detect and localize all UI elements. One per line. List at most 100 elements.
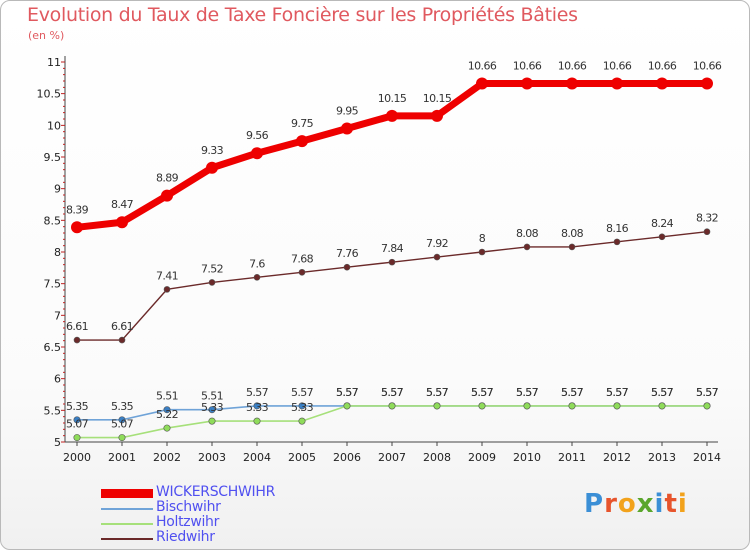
data-point-holtzwihr [73,434,81,442]
data-label-holtzwihr: 5.57 [471,386,494,399]
data-point-holtzwihr [343,402,351,410]
logo-letter: P [584,489,605,519]
data-point-riedwihr [478,248,486,256]
data-label-wickerschwihr: 9.95 [336,105,359,118]
x-tick-label: 2011 [558,451,586,464]
data-point-riedwihr [433,253,441,261]
data-point-riedwihr [253,274,261,281]
data-label-holtzwihr: 5.57 [561,386,584,399]
data-point-holtzwihr [658,402,666,410]
data-label-holtzwihr: 5.57 [651,386,674,399]
x-tick-label: 2008 [423,451,451,464]
y-tick-label: 9 [54,183,61,196]
data-label-wickerschwihr: 10.66 [513,60,542,73]
data-point-wickerschwihr [431,109,443,122]
data-label-riedwihr: 8 [479,232,486,245]
data-point-bischwihr [163,406,171,414]
data-point-wickerschwihr [341,122,353,135]
logo-letter: o [617,489,637,519]
data-point-holtzwihr [478,402,486,410]
data-point-bischwihr [253,402,261,410]
data-point-holtzwihr [388,402,396,410]
data-label-riedwihr: 8.24 [651,217,674,230]
data-label-wickerschwihr: 10.66 [558,60,587,73]
data-label-holtzwihr: 5.33 [291,401,314,414]
x-tick-label: 2002 [153,451,181,464]
data-point-holtzwihr [613,402,621,410]
data-point-holtzwihr [703,402,711,410]
data-point-holtzwihr [568,402,576,410]
data-label-riedwihr: 7.6 [249,257,265,270]
legend-swatch [101,508,153,510]
data-label-wickerschwihr: 10.66 [648,60,677,73]
logo-letter: i [677,489,688,519]
proxiti-logo: Proxiti [584,489,688,519]
data-label-wickerschwihr: 8.47 [111,198,134,211]
data-point-wickerschwihr [251,147,263,160]
data-label-riedwihr: 7.76 [336,247,359,260]
data-point-riedwihr [613,238,621,246]
data-label-riedwihr: 6.61 [111,320,133,333]
data-label-riedwihr: 8.08 [516,227,539,240]
y-tick-label: 8 [54,246,61,259]
data-label-holtzwihr: 5.22 [156,408,178,421]
data-point-bischwihr [298,402,306,410]
x-tick-label: 2007 [378,451,406,464]
y-tick-label: 5.5 [44,404,62,417]
y-tick-label: 8.5 [44,214,62,227]
data-label-holtzwihr: 5.57 [381,386,404,399]
data-label-riedwihr: 7.52 [201,262,223,275]
data-point-riedwihr [118,336,126,344]
data-label-wickerschwihr: 10.66 [603,60,632,73]
data-label-holtzwihr: 5.57 [516,386,539,399]
data-point-holtzwihr [433,402,441,410]
x-tick-label: 2001 [108,451,136,464]
data-label-riedwihr: 7.84 [381,242,404,255]
data-label-holtzwihr: 5.57 [426,386,449,399]
data-point-riedwihr [298,268,306,276]
data-label-riedwihr: 6.61 [66,320,88,333]
data-label-wickerschwihr: 9.33 [201,144,224,157]
data-point-bischwihr [73,416,81,424]
data-label-riedwihr: 8.16 [606,222,629,235]
data-label-bischwihr: 5.57 [336,386,359,399]
data-label-bischwihr: 5.35 [111,400,134,413]
y-tick-label: 6 [54,373,61,386]
x-tick-label: 2012 [603,451,631,464]
y-tick-label: 11 [47,56,61,69]
legend-swatch [101,489,153,498]
data-point-wickerschwihr [701,77,713,90]
data-label-wickerschwihr: 10.15 [423,92,452,105]
data-label-holtzwihr: 5.57 [336,386,359,399]
y-tick-label: 7.5 [44,278,62,291]
data-point-riedwihr [568,243,576,251]
logo-letter: t [664,489,678,519]
data-label-holtzwihr: 5.33 [246,401,269,414]
data-label-bischwihr: 5.57 [246,386,269,399]
y-tick-label: 7 [54,309,61,322]
data-point-wickerschwihr [521,77,533,90]
logo-letter: x [636,489,655,519]
data-point-wickerschwihr [206,161,218,174]
data-point-riedwihr [388,258,396,266]
x-tick-label: 2005 [288,451,316,464]
x-tick-label: 2013 [648,451,676,464]
x-tick-label: 2014 [693,451,721,464]
data-label-riedwihr: 7.92 [426,237,448,250]
data-point-holtzwihr [163,424,171,432]
data-label-bischwihr: 5.57 [561,386,584,399]
data-point-wickerschwihr [656,77,668,90]
data-point-holtzwihr [208,417,216,425]
data-label-riedwihr: 8.08 [561,227,584,240]
y-tick-label: 9.5 [44,151,62,164]
legend-label: WICKERSCHWIHR [156,484,276,500]
x-tick-label: 2009 [468,451,496,464]
y-unit-label: (en %) [28,29,65,42]
legend-label: Riedwihr [156,529,215,545]
data-label-wickerschwihr: 8.39 [66,203,89,216]
data-point-riedwihr [703,228,711,236]
data-point-holtzwihr [253,417,261,425]
legend-swatch [101,538,153,540]
data-label-bischwihr: 5.35 [66,400,89,413]
legend-label: Bischwihr [156,499,221,515]
